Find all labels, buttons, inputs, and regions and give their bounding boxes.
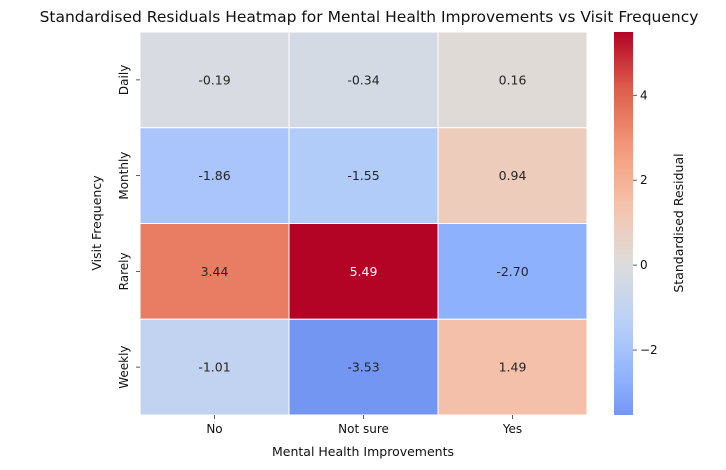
y-tick-label: Weekly: [117, 345, 131, 388]
cell-value-label: -0.19: [198, 72, 230, 87]
cell-value-label: -1.86: [198, 168, 230, 183]
heatmap-annotations: -0.19 -0.34 0.16 -1.86 -1.55 0.94 3.44 5.49 -2.7…: [198, 72, 528, 374]
colorbar-tick-label: 4: [640, 88, 648, 102]
cell-value-label: 3.44: [201, 264, 229, 279]
x-axis-label: Mental Health Improvements: [272, 444, 454, 459]
y-axis-label: Visit Frequency: [89, 175, 104, 271]
heatmap-cell-rarely-not-sure: [288, 223, 439, 320]
y-tick-label: Monthly: [117, 152, 131, 200]
heatmap-cell-monthly-no: [139, 127, 290, 224]
y-axis-ticks: Daily Monthly Rarely Weekly: [117, 65, 140, 389]
heatmap-cell-weekly-no: [139, 318, 290, 416]
y-tick-label: Rarely: [117, 252, 131, 290]
colorbar-tick-label: 0: [640, 258, 648, 272]
colorbar: −2 0 2 4: [614, 32, 658, 415]
cell-value-label: 1.49: [499, 360, 527, 375]
heatmap-cell-daily-yes: [437, 31, 588, 129]
cell-value-label: -1.55: [347, 168, 379, 183]
y-tick-label: Daily: [117, 65, 131, 95]
colorbar-tick-label: −2: [640, 343, 658, 357]
cell-value-label: -3.53: [347, 360, 379, 375]
cell-value-label: -1.01: [198, 360, 230, 375]
heatmap-cell-weekly-yes: [437, 318, 588, 416]
x-tick-label: Not sure: [338, 422, 389, 436]
heatmap-cells: [139, 31, 588, 416]
x-tick-label: No: [206, 422, 222, 436]
heatmap-cell-daily-no: [139, 31, 290, 129]
colorbar-tick-label: 2: [640, 173, 648, 187]
cell-value-label: 0.16: [499, 72, 527, 87]
x-axis-ticks: No Not sure Yes: [206, 415, 522, 436]
heatmap-cell-monthly-yes: [437, 127, 588, 224]
heatmap-cell-daily-not-sure: [288, 31, 439, 129]
colorbar-label: Standardised Residual: [671, 153, 686, 292]
chart-title: Standardised Residuals Heatmap for Menta…: [40, 8, 699, 26]
x-tick-label: Yes: [502, 422, 522, 436]
cell-value-label: -2.70: [496, 264, 528, 279]
cell-value-label: -0.34: [347, 72, 379, 87]
cell-value-label: 5.49: [350, 264, 378, 279]
heatmap-cell-monthly-not-sure: [288, 127, 439, 224]
cell-value-label: 0.94: [499, 168, 527, 183]
colorbar-gradient: [614, 32, 633, 415]
